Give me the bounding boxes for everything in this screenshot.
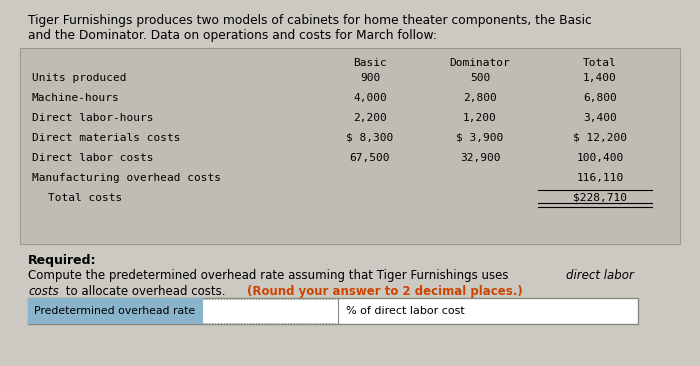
Text: $ 8,300: $ 8,300 — [346, 133, 393, 143]
Text: costs: costs — [28, 285, 59, 298]
Text: 1,200: 1,200 — [463, 113, 497, 123]
Bar — [28, 298, 203, 324]
Text: $ 12,200: $ 12,200 — [573, 133, 627, 143]
Text: 116,110: 116,110 — [576, 173, 624, 183]
Text: 3,400: 3,400 — [583, 113, 617, 123]
Text: direct labor: direct labor — [566, 269, 634, 282]
Text: $ 3,900: $ 3,900 — [456, 133, 503, 143]
Text: 4,000: 4,000 — [353, 93, 387, 103]
Text: Required:: Required: — [28, 254, 97, 267]
Text: (Round your answer to 2 decimal places.): (Round your answer to 2 decimal places.) — [247, 285, 523, 298]
Text: 1,400: 1,400 — [583, 73, 617, 83]
Text: 900: 900 — [360, 73, 380, 83]
Text: Machine-hours: Machine-hours — [32, 93, 120, 103]
Bar — [28, 298, 638, 324]
Text: Tiger Furnishings produces two models of cabinets for home theater components, t: Tiger Furnishings produces two models of… — [28, 14, 592, 27]
Text: Manufacturing overhead costs: Manufacturing overhead costs — [32, 173, 221, 183]
Text: 67,500: 67,500 — [350, 153, 391, 163]
Text: 2,800: 2,800 — [463, 93, 497, 103]
Text: and the Dominator. Data on operations and costs for March follow:: and the Dominator. Data on operations an… — [28, 29, 437, 42]
Text: 2,200: 2,200 — [353, 113, 387, 123]
Text: to allocate overhead costs.: to allocate overhead costs. — [62, 285, 230, 298]
Text: Total costs: Total costs — [48, 193, 122, 203]
Text: Compute the predetermined overhead rate assuming that Tiger Furnishings uses: Compute the predetermined overhead rate … — [28, 269, 512, 282]
Text: % of direct labor cost: % of direct labor cost — [346, 306, 465, 316]
Text: $228,710: $228,710 — [573, 193, 627, 203]
Text: 100,400: 100,400 — [576, 153, 624, 163]
Text: Predetermined overhead rate: Predetermined overhead rate — [34, 306, 195, 316]
Text: Units produced: Units produced — [32, 73, 127, 83]
Text: 32,900: 32,900 — [460, 153, 500, 163]
Text: Basic: Basic — [353, 58, 387, 68]
Text: 6,800: 6,800 — [583, 93, 617, 103]
Text: 500: 500 — [470, 73, 490, 83]
Text: Direct labor costs: Direct labor costs — [32, 153, 153, 163]
Text: Total: Total — [583, 58, 617, 68]
Bar — [20, 48, 680, 244]
Text: Dominator: Dominator — [449, 58, 510, 68]
Text: Direct labor-hours: Direct labor-hours — [32, 113, 153, 123]
Text: Direct materials costs: Direct materials costs — [32, 133, 181, 143]
